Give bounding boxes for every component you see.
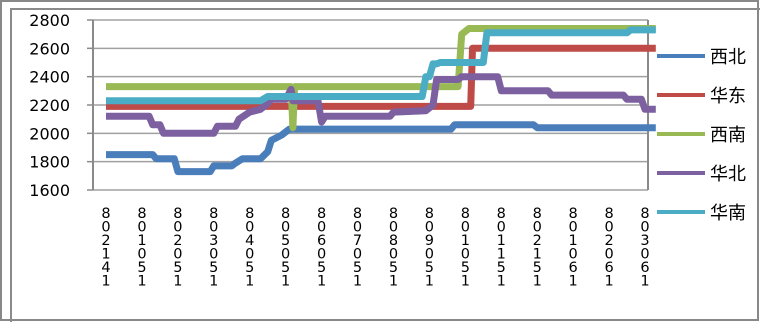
y-tick-label-1800: 1800 bbox=[29, 153, 70, 172]
y-tick-label-2000: 2000 bbox=[29, 124, 70, 143]
outer-top-frame-line bbox=[10, 8, 760, 10]
series-line-3 bbox=[106, 73, 656, 137]
y-tick-label-2600: 2600 bbox=[29, 39, 70, 58]
legend-label-3: 华北 bbox=[710, 164, 746, 185]
legend-label-2: 西南 bbox=[710, 125, 746, 146]
series-lines bbox=[106, 25, 656, 176]
y-tick-label-2800: 2800 bbox=[29, 11, 70, 30]
x-axis-tick-labels: 8 0 2 1 4 1 8 0 1 0 5 1 8 0 2 0 5 1 8 0 3 0 5 1 8 0 4 0 5 1 8 0 5 0 5 1 8 0 6 0… bbox=[101, 206, 649, 290]
legend-label-4: 华南 bbox=[710, 203, 746, 224]
series-line-4 bbox=[106, 26, 656, 105]
legend-label-1: 华东 bbox=[710, 86, 746, 107]
y-tick-label-2200: 2200 bbox=[29, 96, 70, 115]
y-axis-tick-labels: 1600 1800 2000 2200 2400 2600 2800 bbox=[29, 11, 70, 200]
outer-left-frame-line bbox=[10, 8, 12, 322]
y-tick-label-2400: 2400 bbox=[29, 68, 70, 87]
series-line-0 bbox=[106, 121, 656, 176]
y-tick-label-1600: 1600 bbox=[29, 181, 70, 200]
legend-label-0: 西北 bbox=[710, 47, 746, 68]
